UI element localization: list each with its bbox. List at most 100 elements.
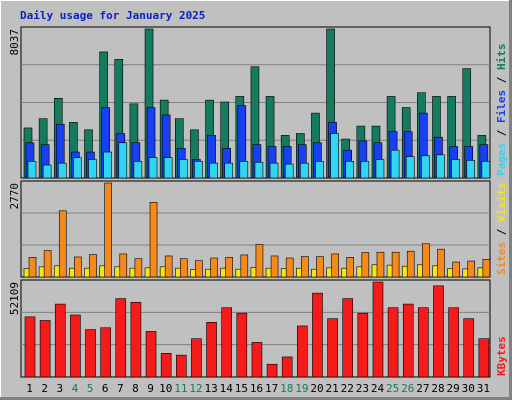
- legend-word-visits: Visits: [495, 182, 508, 228]
- bar-sites-day-25: [391, 251, 400, 278]
- day-label-8: 8: [132, 382, 139, 395]
- bar-sites-day-7: [119, 253, 128, 278]
- bar-kbytes-day-1: [24, 316, 36, 378]
- day-label-6: 6: [102, 382, 109, 395]
- bar-kbytes-day-6: [100, 327, 111, 378]
- bar-sites-day-9: [149, 202, 158, 278]
- day-label-30: 30: [462, 382, 475, 395]
- chart-panels: 8037 2770 52109: [8, 26, 491, 378]
- bar-kbytes-day-5: [85, 329, 96, 378]
- bar-kbytes-day-14: [221, 307, 232, 378]
- bar-sites-day-4: [74, 256, 82, 278]
- day-label-20: 20: [310, 382, 323, 395]
- bar-pages-day-15: [239, 161, 249, 179]
- day-label-28: 28: [431, 382, 444, 395]
- day-axis-labels: 1 2 3 4 5 6 7 8 9 10 11 12 13 14 15 16 17 18 19 20 21 22 23 24 2…: [26, 382, 490, 395]
- bar-sites-day-16: [255, 244, 264, 278]
- bar-pages-day-27: [421, 155, 430, 179]
- bar-sites-day-5: [89, 254, 97, 278]
- bar-sites-day-30: [467, 260, 476, 278]
- bar-pages-day-19: [300, 162, 309, 179]
- bar-kbytes-day-15: [236, 312, 248, 378]
- bar-sites-day-10: [164, 255, 173, 278]
- day-label-7: 7: [117, 382, 124, 395]
- day-label-24: 24: [371, 382, 385, 395]
- bar-sites-day-21: [331, 253, 339, 278]
- bar-pages-day-26: [405, 156, 415, 179]
- legend-word-separator: /: [495, 228, 508, 242]
- bar-sites-day-15: [240, 254, 249, 278]
- bar-pages-day-12: [194, 161, 203, 179]
- bar-kbytes-day-26: [402, 303, 414, 378]
- day-label-4: 4: [72, 382, 79, 395]
- bar-pages-day-22: [345, 161, 355, 179]
- day-label-22: 22: [341, 382, 354, 395]
- bar-sites-day-26: [406, 250, 415, 278]
- bar-sites-day-3: [58, 210, 67, 278]
- bar-kbytes-day-30: [463, 318, 475, 378]
- bar-sites-day-19: [301, 256, 309, 278]
- day-label-23: 23: [356, 382, 369, 395]
- legend-word-hits: Hits: [495, 44, 508, 77]
- bar-kbytes-day-22: [342, 298, 354, 378]
- bar-kbytes-day-25: [387, 307, 399, 378]
- panel-kbytes: 52109: [8, 279, 491, 378]
- bar-sites-day-14: [225, 257, 233, 278]
- day-label-27: 27: [416, 382, 429, 395]
- bar-pages-day-1: [27, 161, 37, 179]
- bar-sites-day-24: [376, 251, 385, 278]
- bar-kbytes-day-29: [448, 307, 459, 378]
- bar-kbytes-day-18: [281, 356, 293, 378]
- bar-kbytes-day-24: [372, 281, 384, 378]
- chart-title: Daily usage for January 2025: [20, 9, 205, 22]
- bar-kbytes-day-31: [478, 338, 490, 378]
- bar-sites-day-20: [316, 256, 324, 278]
- bar-pages-day-17: [269, 162, 279, 179]
- chart-legends: Pages / Files / Hits Sites / Visits KBytes: [495, 44, 508, 377]
- legend-word-separator: /: [495, 76, 508, 90]
- bar-sites-day-13: [210, 257, 218, 278]
- bar-pages-day-13: [209, 162, 218, 179]
- bar-kbytes-day-17: [266, 363, 278, 378]
- bar-kbytes-day-23: [357, 312, 369, 378]
- bar-pages-day-9: [148, 157, 158, 179]
- day-label-11: 11: [174, 382, 187, 395]
- bar-sites-day-18: [285, 257, 294, 278]
- bar-kbytes-day-7: [115, 298, 127, 378]
- bar-pages-day-2: [42, 164, 52, 179]
- bar-kbytes-day-16: [251, 342, 263, 378]
- bar-sites-day-2: [43, 250, 52, 278]
- day-label-21: 21: [326, 382, 339, 395]
- bar-kbytes-day-13: [206, 322, 217, 378]
- bar-sites-day-31: [482, 259, 491, 278]
- bar-sites-day-29: [452, 261, 460, 278]
- bar-pages-day-28: [436, 154, 445, 179]
- day-label-15: 15: [235, 382, 248, 395]
- bar-sites-day-12: [195, 260, 203, 278]
- bar-pages-day-24: [375, 159, 385, 179]
- bar-pages-day-16: [254, 161, 264, 179]
- bar-pages-day-10: [163, 157, 173, 179]
- bar-pages-day-14: [224, 162, 233, 179]
- bar-kbytes-day-28: [433, 285, 444, 378]
- bar-kbytes-day-9: [145, 331, 157, 378]
- bar-pages-day-31: [481, 161, 491, 179]
- day-label-5: 5: [87, 382, 94, 395]
- day-label-16: 16: [250, 382, 263, 395]
- bar-kbytes-day-2: [39, 320, 51, 378]
- bar-kbytes-day-12: [191, 338, 202, 378]
- bar-pages-day-3: [57, 162, 67, 179]
- legend-pages-files-hits: Pages / Files / Hits: [495, 44, 508, 177]
- bar-sites-day-17: [270, 255, 279, 278]
- panel-hits-files-pages: 8037: [8, 26, 491, 179]
- legend-kbytes: KBytes: [495, 336, 508, 376]
- bar-sites-day-6: [104, 182, 112, 278]
- bar-kbytes-day-27: [418, 307, 429, 378]
- bar-pages-day-18: [284, 163, 294, 179]
- panel-sites-visits: 2770: [8, 180, 491, 278]
- bar-pages-day-4: [73, 157, 82, 179]
- day-label-2: 2: [41, 382, 48, 395]
- day-label-3: 3: [57, 382, 64, 395]
- bar-pages-day-20: [315, 161, 324, 179]
